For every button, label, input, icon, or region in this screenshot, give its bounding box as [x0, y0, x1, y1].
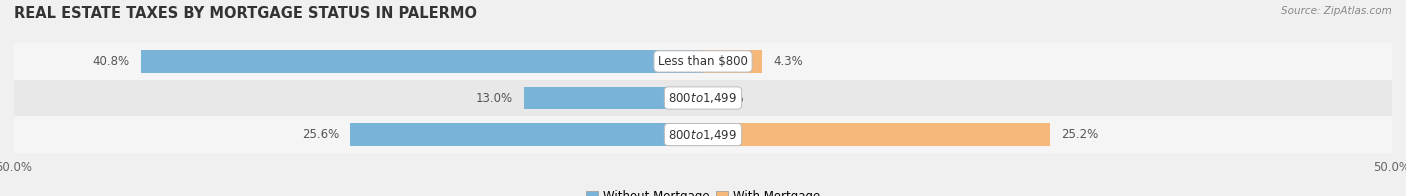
Bar — [350, 123, 703, 146]
Legend: Without Mortgage, With Mortgage: Without Mortgage, With Mortgage — [581, 185, 825, 196]
Text: 25.6%: 25.6% — [302, 128, 339, 141]
Text: 13.0%: 13.0% — [475, 92, 513, 104]
Text: Source: ZipAtlas.com: Source: ZipAtlas.com — [1281, 6, 1392, 16]
Text: Less than $800: Less than $800 — [658, 55, 748, 68]
Text: 0.0%: 0.0% — [714, 92, 744, 104]
Text: 25.2%: 25.2% — [1062, 128, 1098, 141]
Text: REAL ESTATE TAXES BY MORTGAGE STATUS IN PALERMO: REAL ESTATE TAXES BY MORTGAGE STATUS IN … — [14, 6, 477, 21]
Text: $800 to $1,499: $800 to $1,499 — [668, 91, 738, 105]
Bar — [14, 116, 1392, 153]
Bar — [14, 43, 1392, 80]
Text: 40.8%: 40.8% — [93, 55, 129, 68]
Bar — [14, 80, 1392, 116]
Text: 4.3%: 4.3% — [773, 55, 803, 68]
Bar — [141, 50, 703, 73]
Bar — [703, 123, 1050, 146]
Bar — [703, 50, 762, 73]
Text: $800 to $1,499: $800 to $1,499 — [668, 128, 738, 142]
Bar — [524, 87, 703, 109]
